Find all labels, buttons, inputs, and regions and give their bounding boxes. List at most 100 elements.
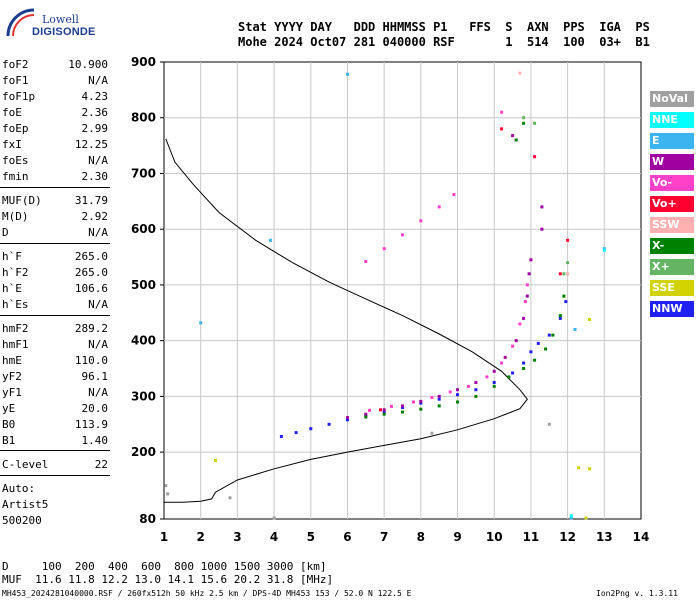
param-name: fmin [2,170,29,183]
echo-point-x- [566,261,570,265]
echo-point-nnw [294,431,298,435]
param-value: 10.900 [68,58,108,71]
param-row: foEp 2.99 [2,122,108,138]
echo-point-x- [364,415,368,419]
version-label: Ion2Png v. 1.3.11 [596,589,678,598]
legend-item: Vo- [650,175,694,191]
y-tick-label: 800 [131,111,156,125]
param-row: foF2 10.900 [2,58,108,74]
logo-line2: DIGISONDE [32,26,96,38]
echo-point-nnw [511,371,515,375]
header-values: Mohe 2024 Oct07 281 040000 RSF 1 514 100… [238,35,650,49]
echo-point-vo- [412,400,415,404]
separator [0,475,110,476]
echo-point-x- [522,367,526,370]
echo-point-vo- [430,396,434,399]
echo-point-w [529,258,533,262]
echo-point-w [492,369,496,373]
param-name: D [2,226,9,239]
echo-point-sse [588,318,592,321]
param-name: foE [2,106,22,119]
echo-point-nnw [547,333,551,337]
legend-item: SSW [650,217,694,233]
echo-point-noval [272,516,276,520]
echo-point-x- [419,407,423,411]
param-name: C-level [2,458,49,471]
x-tick-label: 10 [486,530,503,544]
param-name: yE [2,402,16,415]
echo-point-e [573,328,577,331]
echo-point-nnw [536,341,540,345]
echo-point-e [569,516,573,520]
echo-point-vo- [390,404,393,408]
echo-point-x- [522,116,526,120]
echo-point-vo- [364,260,368,263]
y-tick-label: 80 [139,512,156,526]
echo-point-nnw [401,406,404,409]
echo-point-w [503,355,507,359]
param-value: 106.6 [74,282,108,295]
echo-point-x- [551,333,555,337]
echo-point-x- [401,410,404,414]
y-tick-label: 700 [131,166,156,180]
x-tick-label: 13 [596,530,613,544]
echo-point-x- [558,314,562,318]
echo-point-vo- [518,322,522,326]
x-tick-label: 8 [417,530,425,544]
echo-point-vo- [523,300,527,304]
param-row: h`E 106.6 [2,282,108,298]
echo-point-x- [533,358,537,362]
echo-point-nne [602,248,606,252]
separator [0,450,110,451]
param-value: 113.9 [74,418,108,431]
param-name: B0 [2,418,16,431]
echo-point-w [456,388,459,392]
param-name: MUF(D) [2,194,42,207]
echo-point-w [540,227,544,231]
echo-point-noval [430,431,434,435]
param-name: hmF2 [2,322,29,335]
echo-point-vo- [511,344,515,348]
echo-point-ssw [518,71,522,75]
echo-point-nnw [437,397,441,401]
param-name: foF1p [2,90,36,103]
param-row: fmin 2.30 [2,170,108,186]
param-row: hmF1 N/A [2,338,108,354]
echo-point-vo- [437,205,441,209]
param-value: 96.1 [81,370,109,383]
param-row: yF2 96.1 [2,370,108,386]
echo-point-vo- [379,408,382,412]
param-value: 2.92 [81,210,109,223]
param-row: fxI 12.25 [2,138,108,154]
legend-item: NNE [650,112,694,128]
legend-item: NNW [650,301,694,317]
echo-point-sse [577,466,581,470]
param-value: 22 [94,458,108,471]
echo-point-w [437,394,441,398]
param-name: foF1 [2,74,29,87]
echo-point-nne [569,514,573,518]
param-row: hmE 110.0 [2,354,108,370]
echo-point-w [401,404,404,408]
x-tick-label: 7 [380,530,388,544]
echo-point-e [346,72,349,76]
param-row: foF1 N/A [2,74,108,90]
echo-point-vo- [500,361,504,365]
y-tick-label: 300 [131,389,156,403]
param-row: MUF(D) 31.79 [2,194,108,210]
legend-item: NoVal [650,91,694,107]
echo-point-nnw [346,418,349,422]
echo-point-nnw [522,361,526,365]
legend-item: W [650,154,694,170]
y-tick-label: 400 [131,334,156,348]
electron-density-profile-line [164,138,528,503]
echo-point-w [525,294,529,298]
echo-point-vo- [452,193,456,197]
echo-point-nnw [309,427,313,431]
param-value: 1.40 [81,434,109,447]
echo-point-sse [213,459,217,462]
echo-point-nnw [564,300,568,304]
echo-point-x- [562,294,566,298]
param-row: h`F 265.0 [2,250,108,266]
logo-line1: Lowell [42,13,79,26]
